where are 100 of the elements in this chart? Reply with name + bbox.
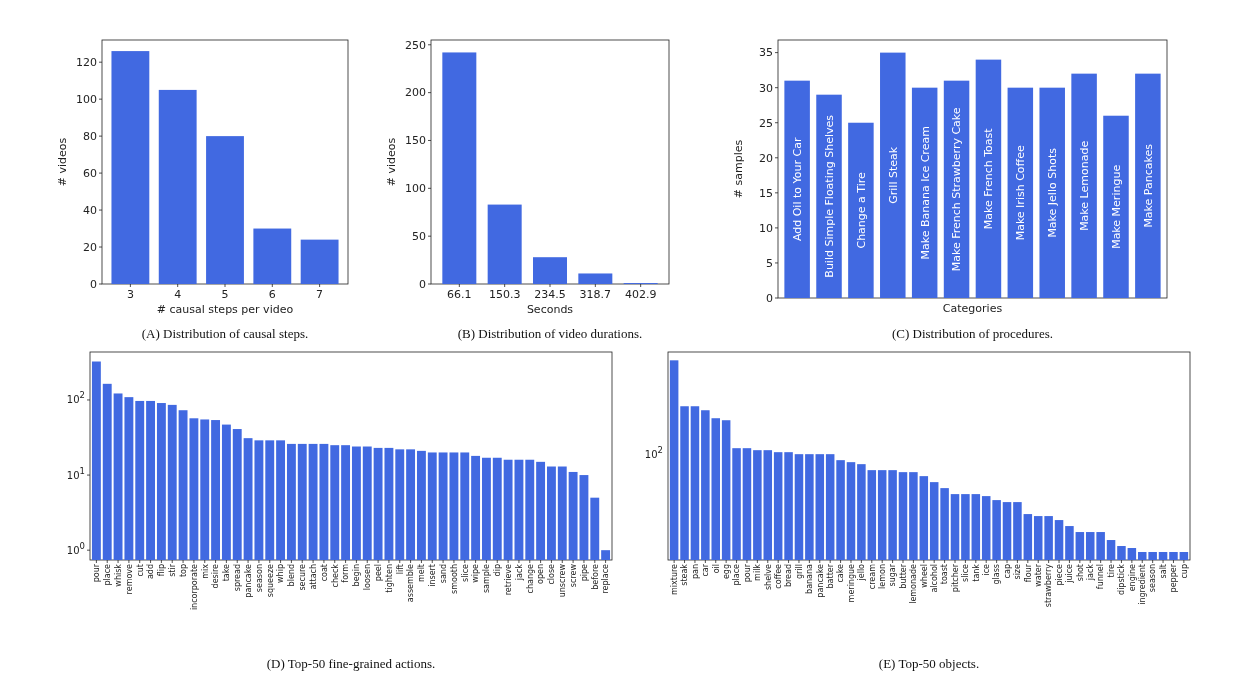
x-tick-label: 402.9 — [624, 287, 657, 301]
x-tick-label: lemonade — [909, 563, 919, 604]
y-tick-label: 120 — [76, 56, 97, 70]
x-tick-label: Make Jello Shots — [1046, 147, 1060, 238]
x-tick-label: water — [1034, 563, 1044, 587]
y-tick-label: 20 — [759, 151, 773, 165]
bar — [867, 470, 877, 560]
x-tick-label: glass — [992, 564, 1002, 585]
bar — [815, 454, 825, 560]
text: (C) Distribution of procedures. — [891, 326, 1054, 341]
y-tick-label: 30 — [759, 81, 773, 95]
bar — [846, 462, 856, 560]
x-tick-label: shelve — [763, 563, 773, 591]
bar — [1106, 540, 1116, 560]
bar — [888, 470, 897, 560]
x-tick-label: Make Banana Ice Cream — [918, 126, 932, 260]
x-tick-label: grill — [794, 564, 804, 580]
x-tick-label: peel — [373, 564, 383, 582]
x-tick-label: 3 — [126, 287, 134, 301]
y-axis-title: # samples — [732, 139, 745, 199]
x-tick-label: insert — [428, 564, 438, 587]
x-tick-label: close — [547, 563, 557, 585]
bar — [680, 406, 689, 560]
text: (E) Top-50 objects. — [878, 656, 980, 671]
x-tick-label: check — [330, 563, 340, 588]
x-tick-label: form — [341, 563, 351, 583]
bar — [940, 488, 949, 560]
x-tick-label: begin — [352, 564, 362, 587]
text: (D) Top-50 fine-grained actions. — [266, 656, 436, 671]
bar — [1039, 87, 1065, 298]
x-axis-title: # causal steps per video — [156, 302, 294, 316]
bar — [732, 448, 741, 560]
y-tick-label: 25 — [759, 116, 773, 130]
x-axis-title: Seconds — [526, 302, 574, 316]
x-tick-label: flip — [157, 564, 167, 577]
x-tick-label: 7 — [316, 287, 324, 301]
bar — [1023, 514, 1033, 560]
bar — [898, 472, 908, 560]
x-tick-label: tire — [1106, 563, 1116, 578]
x-tick-label: piece — [1054, 563, 1064, 586]
bar — [1179, 552, 1189, 560]
x-tick-label: jello — [857, 563, 867, 582]
x-tick-label: alcohol — [930, 564, 939, 593]
y-tick-label: 15 — [759, 186, 773, 200]
x-tick-label: coffee — [773, 563, 783, 589]
y-tick-label: 35 — [759, 46, 773, 60]
x-tick-label: pepper — [1169, 563, 1179, 593]
bar — [784, 80, 810, 298]
x-tick-label: Make French Toast — [982, 127, 996, 230]
y-tick-label: 10$^{1}$ — [66, 465, 85, 481]
y-tick-label: 80 — [83, 129, 97, 143]
bar — [909, 472, 918, 560]
x-tick-label: batter — [825, 563, 835, 589]
bar — [877, 470, 887, 560]
bar — [857, 464, 866, 560]
x-axis-title: Categories — [942, 301, 1003, 315]
x-tick-label: cut — [135, 564, 145, 577]
x-tick-label: cake — [836, 563, 846, 583]
y-axis-title: # videos — [56, 137, 69, 187]
x-tick-label: 6 — [268, 287, 276, 301]
bar — [919, 476, 929, 560]
x-tick-label: attach — [308, 564, 318, 590]
x-tick-label: screw — [568, 563, 578, 588]
x-tick-label: sample — [482, 563, 492, 594]
x-tick-label: mixture — [669, 563, 679, 595]
bar — [206, 136, 244, 284]
y-tick-label: 0 — [766, 291, 773, 305]
x-tick-label: desire — [211, 563, 221, 589]
x-tick-label: remove — [124, 563, 134, 595]
x-tick-label: wheel — [919, 564, 929, 588]
x-tick-label: Grill Steak — [886, 146, 900, 204]
bar — [992, 500, 1001, 560]
bar — [1103, 115, 1129, 298]
x-tick-label: jack — [514, 563, 524, 582]
text: 10$^{2}$ — [644, 444, 663, 460]
x-tick-label: whisk — [113, 563, 123, 587]
text: (A) Distribution of causal steps. — [141, 326, 309, 341]
y-tick-label: 150 — [405, 134, 426, 148]
bar — [1127, 548, 1137, 560]
bar — [111, 51, 150, 284]
x-tick-label: jack — [1086, 563, 1096, 582]
x-tick-label: slice — [961, 563, 971, 582]
y-tick-label: 10 — [759, 221, 773, 235]
x-tick-label: meringue — [846, 563, 856, 603]
bar — [971, 494, 981, 560]
x-tick-label: top — [178, 564, 188, 578]
x-tick-label: pan — [690, 564, 700, 580]
x-tick-label: melt — [417, 564, 427, 583]
x-tick-label: Make Lemonade — [1077, 140, 1091, 231]
bar — [950, 494, 960, 560]
y-tick-label: 20 — [83, 240, 97, 254]
x-tick-label: Make Irish Coffee — [1014, 145, 1028, 241]
bar — [880, 52, 906, 298]
x-tick-label: lemon — [877, 564, 887, 589]
x-tick-label: tighten — [384, 564, 394, 593]
bar — [1158, 552, 1168, 560]
bar — [1169, 552, 1178, 560]
x-tick-label: tank — [971, 563, 981, 582]
x-tick-label: pancake — [243, 563, 253, 598]
x-tick-label: egg — [721, 564, 731, 580]
